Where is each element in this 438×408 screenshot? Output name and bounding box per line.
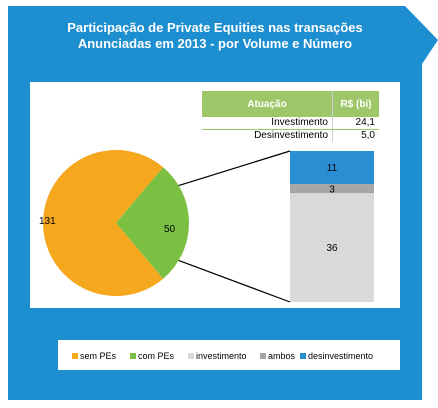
table-cell-value: 5,0 xyxy=(332,129,379,142)
pie-slice-sem-pes xyxy=(43,149,164,297)
connector-line-top xyxy=(178,150,291,187)
table-header-row: Atuação R$ (bi) xyxy=(202,91,379,117)
chart-title: Participação de Private Equities nas tra… xyxy=(8,20,422,52)
legend-item-desinvestimento: desinvestimento xyxy=(300,350,373,362)
legend-label: com PEs xyxy=(138,351,175,361)
legend-swatch xyxy=(260,353,266,359)
chart-panel: Participação de Private Equities nas tra… xyxy=(8,6,438,400)
table-row: Investimento 24,1 xyxy=(202,117,379,130)
pie-label-sem-pes: 131 xyxy=(39,216,56,227)
bar-label-investimento: 36 xyxy=(326,243,338,254)
bar-label-ambos: 3 xyxy=(329,184,335,195)
connector-line-bottom xyxy=(178,259,291,303)
legend: sem PEs com PEs investimento ambos desinvest… xyxy=(58,340,400,370)
chart-svg: 131 50 11 3 36 xyxy=(39,149,374,303)
legend-swatch xyxy=(300,353,306,359)
table-header-atuacao: Atuação xyxy=(202,91,333,117)
chart-title-line-2: Anunciadas em 2013 - por Volume e Número xyxy=(77,36,353,51)
bar-label-desinvestimento: 11 xyxy=(327,163,338,174)
legend-swatch xyxy=(72,353,78,359)
table-cell-label: Investimento xyxy=(202,117,333,130)
bar-segment-desinvestimento xyxy=(290,151,374,185)
atuacao-table: Atuação R$ (bi) Investimento 24,1 Desinv… xyxy=(202,91,379,142)
legend-item-com-pes: com PEs xyxy=(130,350,174,362)
table-cell-label: Desinvestimento xyxy=(254,130,328,141)
legend-label: ambos xyxy=(268,351,296,361)
chart-title-line-1: Participação de Private Equities nas tra… xyxy=(67,20,363,35)
legend-label: sem PEs xyxy=(80,351,117,361)
pie-slice-com-pes xyxy=(116,167,190,279)
legend-item-sem-pes: sem PEs xyxy=(72,350,116,362)
table-row: Desinvestimento 5,0 xyxy=(202,129,379,142)
pie-label-com-pes: 50 xyxy=(164,224,176,235)
bar-segment-ambos xyxy=(290,184,374,194)
legend-item-investimento: investimento xyxy=(188,350,247,362)
legend-label: investimento xyxy=(196,351,247,361)
table-cell-value: 24,1 xyxy=(332,117,379,130)
legend-swatch xyxy=(130,353,136,359)
table-header-value: R$ (bi) xyxy=(332,91,379,117)
legend-swatch xyxy=(188,353,194,359)
legend-label: desinvestimento xyxy=(308,351,374,361)
legend-item-ambos: ambos xyxy=(260,350,295,362)
bar-segment-investimento xyxy=(290,193,374,302)
